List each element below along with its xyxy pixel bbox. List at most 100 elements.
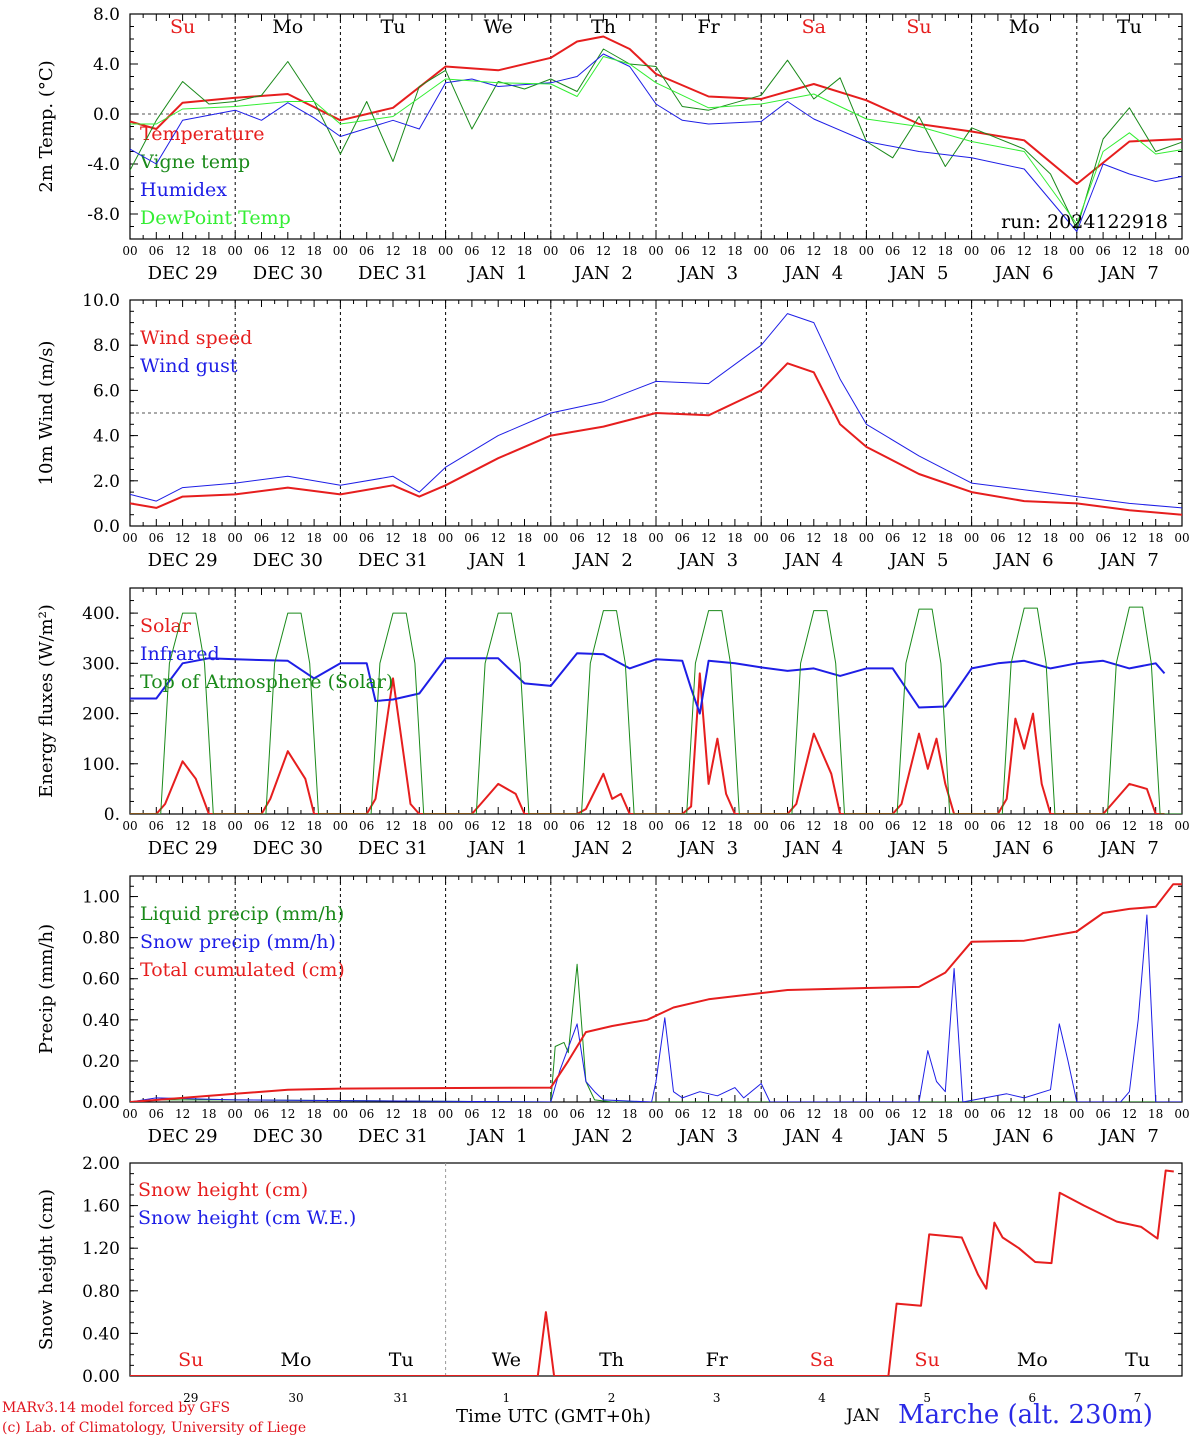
x-hour-label: 06 (990, 1107, 1005, 1121)
x-date-label: DEC 30 (253, 263, 323, 284)
y-tick-label: 10.0 (82, 291, 120, 311)
series-line (130, 1169, 1174, 1376)
x-hour-label: 00 (543, 1107, 558, 1121)
y-tick-label: 0. (104, 805, 120, 825)
x-date-label: DEC 29 (148, 263, 218, 284)
x-hour-label: 06 (569, 531, 584, 545)
x-hour-label: 12 (491, 1107, 506, 1121)
x-hour-label: 12 (596, 1107, 611, 1121)
x-hour-label: 12 (1017, 819, 1032, 833)
legend-entry: Liquid precip (mm/h) (140, 903, 344, 925)
y-tick-label: 0.00 (82, 1367, 120, 1387)
x-hour-label: 06 (885, 819, 900, 833)
day-abbr-label: Sa (810, 1349, 834, 1371)
x-hour-label: 06 (254, 1107, 269, 1121)
day-abbr-label: Tu (1117, 16, 1142, 38)
x-date-label: JAN 2 (572, 1126, 633, 1147)
series-line (130, 914, 1182, 1102)
x-date-label: JAN 4 (782, 550, 843, 571)
x-hour-label: 00 (859, 819, 874, 833)
x-hour-label: 18 (622, 244, 637, 258)
x-hour-label: 00 (543, 244, 558, 258)
x-hour-label: 06 (780, 1107, 795, 1121)
x-hour-label: 06 (990, 244, 1005, 258)
x-date-label: JAN 3 (677, 838, 738, 859)
x-hour-label: 06 (149, 819, 164, 833)
x-date-label: JAN 2 (572, 263, 633, 284)
x-hour-label: 18 (412, 531, 427, 545)
x-hour-label: 00 (1069, 1107, 1084, 1121)
x-day-number-label: 3 (713, 1391, 721, 1405)
x-hour-label: 18 (201, 244, 216, 258)
x-hour-label: 12 (701, 531, 716, 545)
x-hour-label: 06 (359, 244, 374, 258)
legend-entry: Snow precip (mm/h) (140, 931, 336, 953)
day-abbr-label: Mo (1017, 1349, 1048, 1371)
x-hour-label: 12 (491, 819, 506, 833)
legend-entry: Solar (140, 615, 192, 637)
x-hour-label: 18 (832, 1107, 847, 1121)
x-date-label: JAN 5 (888, 1126, 949, 1147)
x-date-label: JAN 6 (993, 550, 1054, 571)
x-hour-label: 18 (1148, 531, 1163, 545)
y-tick-label: 8.0 (93, 336, 120, 356)
x-hour-label: 12 (385, 531, 400, 545)
x-hour-label: 06 (464, 1107, 479, 1121)
x-hour-label: 06 (149, 244, 164, 258)
x-hour-label: 00 (1174, 819, 1189, 833)
x-hour-label: 18 (412, 244, 427, 258)
series-line (130, 56, 1182, 225)
legend-entry: Snow height (cm W.E.) (138, 1207, 356, 1229)
x-hour-label: 06 (359, 531, 374, 545)
legend-entry: Vigne temp (139, 151, 250, 173)
x-hour-label: 18 (306, 244, 321, 258)
x-day-number-label: 2 (608, 1391, 616, 1405)
y-tick-label: 400. (82, 604, 120, 624)
x-hour-label: 18 (727, 819, 742, 833)
x-hour-label: 06 (569, 819, 584, 833)
series-line (130, 35, 1182, 185)
panel-snow-height: 0.00 0.40 0.80 1.20 1.60 2.00 Snow height (cm)… (36, 1154, 1183, 1405)
x-hour-label: 00 (1069, 819, 1084, 833)
x-hour-label: 18 (1043, 1107, 1058, 1121)
day-abbr-label: Sa (802, 16, 826, 38)
legend-entry: Total cumulated (cm) (140, 959, 345, 981)
x-hour-label: 18 (201, 819, 216, 833)
x-hour-label: 18 (1043, 819, 1058, 833)
series-line (130, 672, 1165, 814)
x-hour-label: 00 (122, 531, 137, 545)
x-hour-label: 12 (596, 244, 611, 258)
x-hour-label: 18 (517, 531, 532, 545)
x-hour-label: 12 (1017, 1107, 1032, 1121)
x-hour-label: 12 (385, 1107, 400, 1121)
x-day-number-label: 4 (818, 1391, 826, 1405)
series-line (130, 48, 1182, 230)
x-hour-label: 18 (412, 1107, 427, 1121)
x-hour-label: 00 (964, 1107, 979, 1121)
legend-entry: Wind speed (140, 327, 252, 349)
y-axis-label: Precip (mm/h) (36, 924, 57, 1054)
x-hour-label: 00 (859, 244, 874, 258)
x-hour-label: 00 (1174, 1107, 1189, 1121)
x-hour-label: 18 (1043, 531, 1058, 545)
x-hour-label: 00 (228, 244, 243, 258)
x-hour-label: 12 (806, 819, 821, 833)
x-hour-label: 00 (754, 244, 769, 258)
x-date-label: JAN 1 (467, 550, 528, 571)
y-tick-label: 6.0 (93, 381, 120, 401)
y-tick-label: 100. (82, 755, 120, 775)
x-day-number-label: 7 (1134, 1391, 1142, 1405)
station-title: Marche (alt. 230m) (898, 1400, 1153, 1430)
x-hour-label: 06 (149, 1107, 164, 1121)
x-day-number-label: 1 (503, 1391, 511, 1405)
x-hour-label: 00 (333, 1107, 348, 1121)
x-hour-label: 18 (832, 531, 847, 545)
panel-energy-fluxes: 0. 100. 200. 300. 400. Energy fluxes (W/m²) 00… (36, 587, 1190, 859)
x-hour-label: 00 (648, 819, 663, 833)
y-tick-label: 4.0 (93, 427, 120, 447)
y-tick-label: 4.0 (93, 55, 120, 75)
x-date-label: JAN 6 (993, 838, 1054, 859)
x-date-label: JAN 1 (467, 1126, 528, 1147)
x-day-number-label: 31 (394, 1391, 409, 1405)
x-hour-label: 00 (543, 819, 558, 833)
